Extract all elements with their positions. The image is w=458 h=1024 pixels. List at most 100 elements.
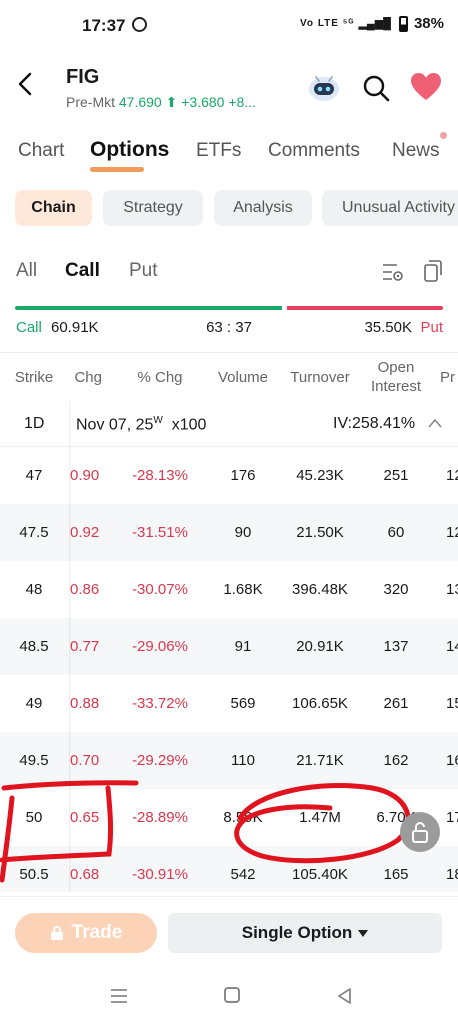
- filter-all[interactable]: All: [16, 260, 38, 281]
- change-cell: 0.86: [70, 581, 100, 598]
- filter-put[interactable]: Put: [129, 260, 158, 281]
- pct-change-cell: -29.06%: [132, 638, 188, 655]
- tab-comments[interactable]: Comments: [268, 140, 360, 161]
- open-interest-cell: 320: [383, 581, 409, 598]
- call-put-ratio: 63 : 37: [206, 319, 252, 336]
- single-option-dropdown[interactable]: Single Option: [168, 913, 442, 953]
- trade-button[interactable]: Trade: [15, 913, 157, 953]
- table-row[interactable]: 49.5 0.70 -29.29% 110 21.71K 162 16: [0, 732, 458, 789]
- table-row[interactable]: 48.5 0.77 -29.06% 91 20.91K 137 14: [0, 618, 458, 675]
- pct-change-cell: -31.51%: [132, 524, 188, 541]
- premarket-change: +3.680 +8...: [181, 94, 256, 110]
- table-row[interactable]: 48 0.86 -30.07% 1.68K 396.48K 320 13: [0, 561, 458, 618]
- strike-cell: 48: [25, 581, 43, 598]
- volume-cell: 8.59K: [223, 809, 263, 826]
- col-strike[interactable]: Strike: [14, 368, 54, 386]
- system-back-icon[interactable]: [336, 987, 354, 1005]
- turnover-cell: 1.47M: [299, 809, 341, 826]
- floating-trade-shortcut[interactable]: [400, 812, 440, 852]
- call-put-ratio-bar: [15, 306, 443, 310]
- price-cell: 16: [446, 752, 458, 769]
- watchlist-heart-icon[interactable]: [410, 72, 442, 102]
- ticker-symbol: FIG: [66, 66, 100, 88]
- filter-call[interactable]: Call: [65, 260, 100, 281]
- single-option-label: Single Option: [241, 923, 353, 942]
- call-put-filter: All Call Put: [0, 256, 458, 288]
- put-volume: 35.50K: [364, 319, 412, 336]
- change-cell: 0.77: [70, 638, 100, 655]
- volume-cell: 91: [234, 638, 252, 655]
- table-row[interactable]: 47 0.90 -28.13% 176 45.23K 251 12: [0, 447, 458, 504]
- tab-options[interactable]: Options: [90, 138, 170, 161]
- tab-news[interactable]: News: [392, 140, 440, 161]
- implied-volatility: IV:258.41%: [333, 415, 416, 432]
- call-volume: 60.91K: [51, 319, 99, 336]
- news-notification-dot: [440, 132, 447, 139]
- bottom-action-bar: Trade Single Option: [0, 896, 458, 972]
- robot-assistant-icon[interactable]: [306, 68, 342, 104]
- open-interest-cell: 60: [387, 524, 405, 541]
- strike-cell: 47: [25, 467, 43, 484]
- list-settings-icon[interactable]: [382, 262, 404, 282]
- col-pct-chg[interactable]: % Chg: [137, 368, 183, 386]
- copy-icon[interactable]: [424, 260, 442, 282]
- back-arrow-icon[interactable]: [14, 72, 38, 96]
- lock-icon: [50, 926, 63, 940]
- col-chg[interactable]: Chg: [74, 368, 102, 386]
- col-price[interactable]: Pr: [440, 368, 455, 386]
- pct-change-cell: -28.89%: [132, 809, 188, 826]
- col-volume[interactable]: Volume: [217, 368, 269, 386]
- search-icon[interactable]: [362, 74, 390, 102]
- column-headers: Strike Chg % Chg Volume Turnover Open In…: [0, 352, 458, 402]
- volume-cell: 569: [230, 695, 256, 712]
- contract-multiplier: x100: [171, 416, 207, 434]
- strike-cell: 48.5: [19, 638, 49, 655]
- volume-cell: 1.68K: [223, 581, 263, 598]
- change-cell: 0.90: [70, 467, 100, 484]
- pct-change-cell: -28.13%: [132, 467, 188, 484]
- chevron-up-icon[interactable]: [428, 418, 442, 428]
- call-ratio-fill: [15, 306, 283, 310]
- expiry-date-text: Nov 07, 25: [76, 416, 154, 434]
- price-cell: 14: [446, 638, 458, 655]
- trade-label: Trade: [71, 922, 123, 943]
- turnover-cell: 105.40K: [292, 866, 348, 883]
- expiry-range[interactable]: 1D: [24, 415, 45, 432]
- strike-cell: 47.5: [19, 524, 49, 541]
- strike-cell: 49.5: [19, 752, 49, 769]
- chip-analysis[interactable]: Analysis: [214, 190, 312, 226]
- tab-chart[interactable]: Chart: [18, 140, 65, 161]
- table-row[interactable]: 49 0.88 -33.72% 569 106.65K 261 15: [0, 675, 458, 732]
- volume-cell: 90: [234, 524, 252, 541]
- pct-change-cell: -29.29%: [132, 752, 188, 769]
- put-ratio-fill: [287, 306, 443, 310]
- caret-down-icon: [358, 929, 369, 937]
- recent-apps-icon[interactable]: [110, 988, 128, 1004]
- strike-cell: 50.5: [19, 866, 49, 883]
- price-cell: 13: [446, 581, 458, 598]
- chip-chain[interactable]: Chain: [15, 190, 92, 226]
- volume-cell: 542: [230, 866, 256, 883]
- strike-cell: 50: [25, 809, 43, 826]
- active-tab-indicator: [90, 167, 144, 172]
- chip-unusual-activity[interactable]: Unusual Activity: [322, 190, 458, 226]
- table-row[interactable]: 47.5 0.92 -31.51% 90 21.50K 60 12: [0, 504, 458, 561]
- expiry-row[interactable]: 1D Nov 07, 25W x100 IV:258.41%: [0, 402, 458, 447]
- options-subtabs: Chain Strategy Analysis Unusual Activity: [0, 190, 458, 226]
- volume-cell: 110: [231, 752, 255, 769]
- price-cell: 15: [446, 695, 458, 712]
- change-cell: 0.92: [70, 524, 100, 541]
- col-open-interest[interactable]: Open Interest: [370, 359, 422, 395]
- tab-etfs[interactable]: ETFs: [196, 140, 242, 161]
- network-icons: Vo LTE ⁵ᴳ: [300, 18, 355, 29]
- chip-strategy[interactable]: Strategy: [103, 190, 203, 226]
- home-icon[interactable]: [224, 987, 240, 1003]
- expiry-date[interactable]: Nov 07, 25W x100: [76, 415, 206, 434]
- volume-cell: 176: [230, 467, 256, 484]
- signal-icon: ▂▄▆█: [358, 18, 391, 30]
- price-cell: 18: [446, 866, 458, 883]
- turnover-cell: 45.23K: [296, 467, 344, 484]
- col-turnover[interactable]: Turnover: [290, 368, 350, 386]
- pct-change-cell: -30.07%: [132, 581, 188, 598]
- up-arrow-icon: ⬆: [165, 94, 178, 110]
